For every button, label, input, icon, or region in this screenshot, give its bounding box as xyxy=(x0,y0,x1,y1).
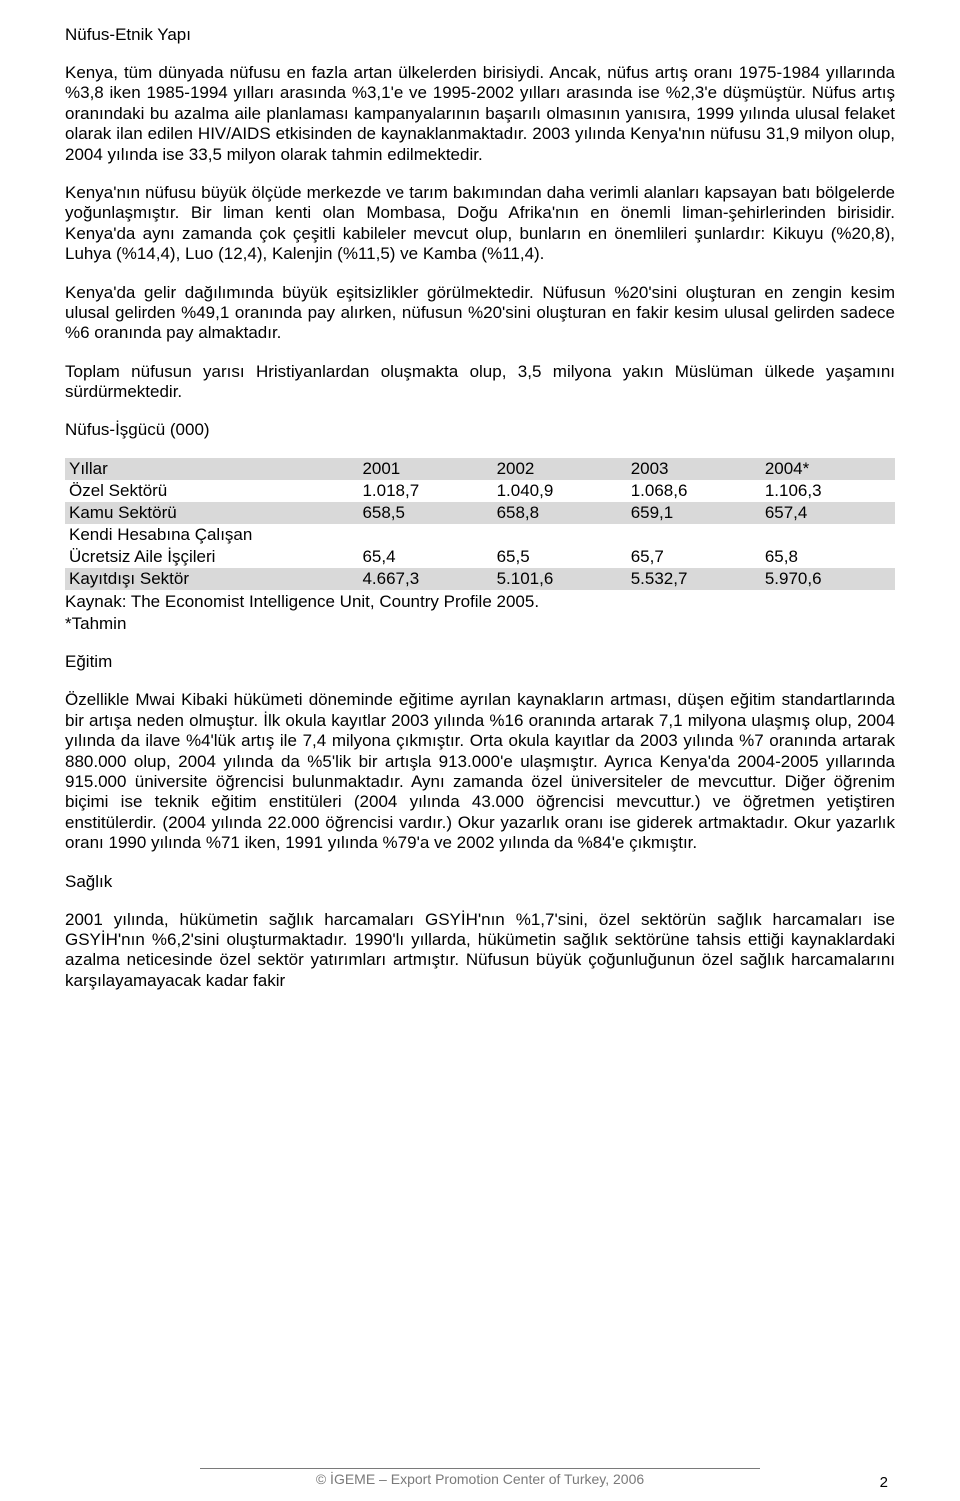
page-footer: © İGEME – Export Promotion Center of Tur… xyxy=(0,1468,960,1487)
cell xyxy=(358,524,492,546)
cell: 5.970,6 xyxy=(761,568,895,590)
workforce-table: Yıllar 2001 2002 2003 2004* Özel Sektörü… xyxy=(65,458,895,590)
cell: 4.667,3 xyxy=(358,568,492,590)
cell xyxy=(761,524,895,546)
col-header: 2004* xyxy=(761,458,895,480)
cell: 657,4 xyxy=(761,502,895,524)
cell: 65,4 xyxy=(358,546,492,568)
cell: 5.532,7 xyxy=(627,568,761,590)
table-row: Ücretsiz Aile İşçileri 65,4 65,5 65,7 65… xyxy=(65,546,895,568)
col-header: Yıllar xyxy=(65,458,358,480)
cell: 65,7 xyxy=(627,546,761,568)
heading-egitim: Eğitim xyxy=(65,652,895,672)
page-number: 2 xyxy=(880,1474,888,1491)
paragraph-1: Kenya, tüm dünyada nüfusu en fazla artan… xyxy=(65,63,895,165)
cell: 65,5 xyxy=(493,546,627,568)
table-row: Kamu Sektörü 658,5 658,8 659,1 657,4 xyxy=(65,502,895,524)
paragraph-egitim: Özellikle Mwai Kibaki hükümeti döneminde… xyxy=(65,690,895,853)
row-label: Kayıtdışı Sektör xyxy=(65,568,358,590)
col-header: 2002 xyxy=(493,458,627,480)
row-label: Kendi Hesabına Çalışan xyxy=(65,524,358,546)
paragraph-2: Kenya'nın nüfusu büyük ölçüde merkezde v… xyxy=(65,183,895,265)
row-label: Özel Sektörü xyxy=(65,480,358,502)
cell xyxy=(493,524,627,546)
table-source: Kaynak: The Economist Intelligence Unit,… xyxy=(65,592,895,612)
paragraph-4: Toplam nüfusun yarısı Hristiyanlardan ol… xyxy=(65,362,895,403)
col-header: 2003 xyxy=(627,458,761,480)
table-header-row: Yıllar 2001 2002 2003 2004* xyxy=(65,458,895,480)
cell: 1.068,6 xyxy=(627,480,761,502)
footer-text: © İGEME – Export Promotion Center of Tur… xyxy=(316,1471,644,1487)
cell: 65,8 xyxy=(761,546,895,568)
cell: 659,1 xyxy=(627,502,761,524)
cell: 1.018,7 xyxy=(358,480,492,502)
table-row: Kayıtdışı Sektör 4.667,3 5.101,6 5.532,7… xyxy=(65,568,895,590)
heading-saglik: Sağlık xyxy=(65,872,895,892)
paragraph-3: Kenya'da gelir dağılımında büyük eşitsiz… xyxy=(65,283,895,344)
footer-divider xyxy=(200,1468,760,1469)
cell: 1.040,9 xyxy=(493,480,627,502)
cell: 5.101,6 xyxy=(493,568,627,590)
row-label: Ücretsiz Aile İşçileri xyxy=(65,546,358,568)
row-label: Kamu Sektörü xyxy=(65,502,358,524)
table-note: *Tahmin xyxy=(65,614,895,634)
cell: 658,5 xyxy=(358,502,492,524)
cell: 658,8 xyxy=(493,502,627,524)
cell: 1.106,3 xyxy=(761,480,895,502)
cell xyxy=(627,524,761,546)
heading-nufus-etnik: Nüfus-Etnik Yapı xyxy=(65,25,895,45)
paragraph-saglik: 2001 yılında, hükümetin sağlık harcamala… xyxy=(65,910,895,992)
table-row: Özel Sektörü 1.018,7 1.040,9 1.068,6 1.1… xyxy=(65,480,895,502)
table-title: Nüfus-İşgücü (000) xyxy=(65,420,895,440)
col-header: 2001 xyxy=(358,458,492,480)
table-row: Kendi Hesabına Çalışan xyxy=(65,524,895,546)
